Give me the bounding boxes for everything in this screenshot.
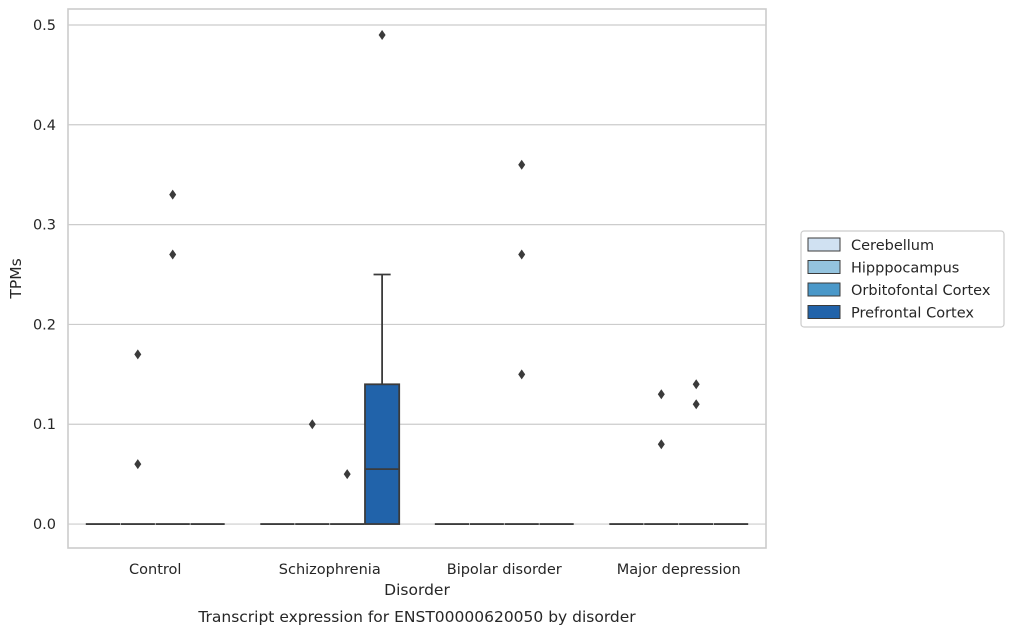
box-body [364, 383, 401, 525]
x-axis-label: Disorder [384, 581, 450, 599]
legend-label: Cerebellum [851, 238, 934, 254]
outlier-point [308, 419, 316, 430]
y-axis-label: TPMs [7, 258, 25, 299]
legend-label: Hipppocampus [851, 261, 959, 277]
outlier-point [343, 469, 351, 480]
x-tick-label: Major depression [617, 562, 741, 578]
outlier-point [378, 29, 386, 40]
outlier-point [134, 349, 142, 360]
legend-label: Orbitofontal Cortex [851, 283, 991, 299]
outlier-point [169, 189, 177, 200]
plot-frame [67, 8, 767, 549]
legend-box [800, 230, 1005, 328]
y-tick-label: 0.1 [33, 417, 56, 433]
outlier-point [134, 459, 142, 470]
outlier-point [692, 399, 700, 410]
outlier-point [692, 379, 700, 390]
x-tick-label: Schizophrenia [279, 562, 381, 578]
outlier-point [657, 439, 665, 450]
legend-swatch [807, 237, 841, 252]
y-tick-label: 0.4 [33, 118, 56, 134]
outlier-point [657, 389, 665, 400]
legend-swatch [807, 305, 841, 319]
y-tick-label: 0.3 [33, 218, 56, 234]
x-tick-label: Control [129, 562, 181, 578]
outlier-point [518, 159, 526, 170]
legend-swatch [807, 282, 841, 297]
chart-caption: Transcript expression for ENST0000062005… [197, 608, 636, 626]
y-tick-label: 0.0 [33, 517, 56, 533]
legend-label: Prefrontal Cortex [851, 306, 974, 322]
outlier-point [518, 369, 526, 380]
y-tick-label: 0.5 [33, 18, 56, 34]
outlier-point [169, 249, 177, 260]
y-tick-label: 0.2 [33, 317, 56, 333]
x-tick-label: Bipolar disorder [447, 562, 562, 578]
outlier-point [518, 249, 526, 260]
legend-swatch [807, 260, 841, 274]
